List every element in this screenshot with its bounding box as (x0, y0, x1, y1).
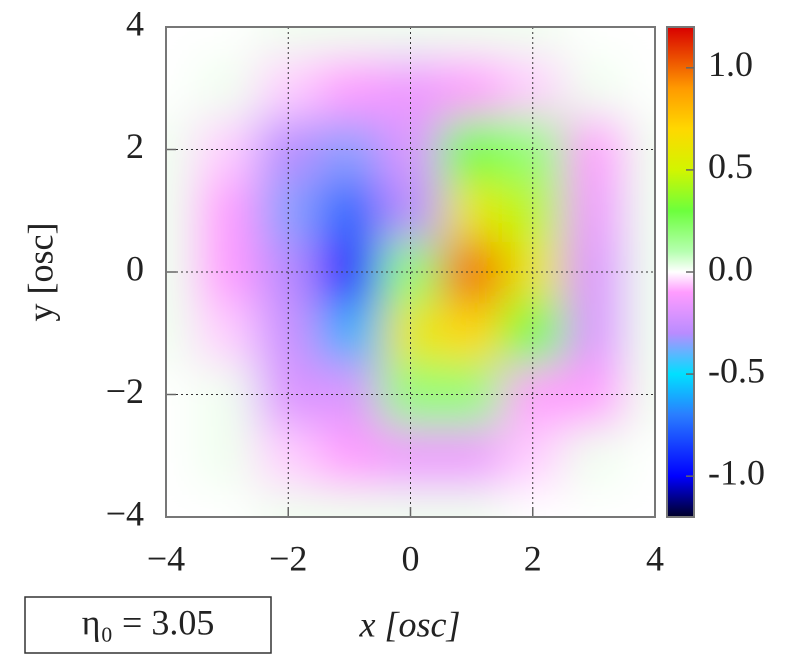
heat-cell (318, 27, 381, 59)
heat-cell (563, 118, 625, 181)
heat-cell (196, 180, 259, 242)
heat-cell (563, 27, 625, 59)
heat-cell (196, 302, 259, 365)
heat-cell (379, 425, 442, 487)
heat-cell (318, 57, 381, 120)
y-axis-label: y [osc] (20, 223, 60, 322)
x-tick-label: 0 (402, 538, 420, 578)
heat-cell (441, 302, 503, 365)
x-tick-label: 2 (524, 538, 542, 578)
y-tick-label: 0 (126, 248, 144, 288)
colorbar-tick-label: 0.0 (708, 248, 753, 288)
y-tick-label: −4 (106, 493, 144, 533)
heat-cell (196, 486, 259, 517)
heat-cell (166, 486, 198, 517)
heat-cell (318, 241, 381, 304)
x-tick-label: 4 (646, 538, 664, 578)
plot-frame (165, 26, 656, 518)
heat-cell (318, 425, 381, 487)
heat-cell (441, 180, 503, 242)
heat-cell (624, 241, 655, 304)
heat-cell (318, 180, 381, 242)
heat-cell (563, 302, 625, 365)
heat-cell (563, 57, 625, 120)
heat-cell (196, 27, 259, 59)
colorbar-tick-label: 1.0 (708, 44, 753, 84)
heat-cell (166, 425, 198, 487)
heat-cell (563, 425, 625, 487)
heat-cell (624, 302, 655, 365)
heat-cell (318, 302, 381, 365)
x-tick-label: −4 (147, 538, 185, 578)
heat-cell (257, 27, 320, 59)
heat-cell (502, 180, 564, 242)
heat-cell (166, 57, 198, 120)
axes: −4 −2 0 2 4 −4 −2 0 2 4 (106, 3, 664, 578)
y-tick-label: 2 (126, 126, 144, 166)
heat-cell (502, 27, 564, 59)
heat-cell (166, 27, 198, 59)
heat-cell (441, 27, 503, 59)
heat-cell (624, 425, 655, 487)
heat-cell (318, 118, 381, 181)
heat-cell (624, 180, 655, 242)
heat-cell (502, 425, 564, 487)
heat-cell (563, 180, 625, 242)
heat-cell (441, 57, 503, 120)
x-tick-label: −2 (269, 538, 307, 578)
annotation-box (24, 596, 272, 654)
heat-cell (563, 486, 625, 517)
y-tick-label: −2 (106, 371, 144, 411)
colorbar-tick-label: -1.0 (708, 452, 765, 492)
annotation: η₀ = 3.05 (82, 602, 215, 642)
heat-cell (196, 57, 259, 120)
heat-cell (624, 27, 655, 59)
heat-cell (563, 363, 625, 426)
heat-cell (318, 486, 381, 517)
heat-cell (624, 363, 655, 426)
heat-cell (441, 486, 503, 517)
x-axis-label: x [osc] (359, 604, 461, 644)
heat-cell (379, 27, 442, 59)
heat-cell (563, 241, 625, 304)
heat-cell (379, 180, 442, 242)
y-tick-label: 4 (126, 3, 144, 43)
heat-cell (441, 425, 503, 487)
heat-cell (166, 180, 198, 242)
heat-cell (624, 486, 655, 517)
heat-cell (257, 180, 320, 242)
heat-cell (624, 57, 655, 120)
heat-cell (257, 425, 320, 487)
heat-cell (196, 425, 259, 487)
heat-cell (166, 302, 198, 365)
colorbar-tick-label: 0.5 (708, 146, 753, 186)
heat-cell (318, 363, 381, 426)
heat-cell (624, 118, 655, 181)
colorbar-tick-label: -0.5 (708, 350, 765, 390)
